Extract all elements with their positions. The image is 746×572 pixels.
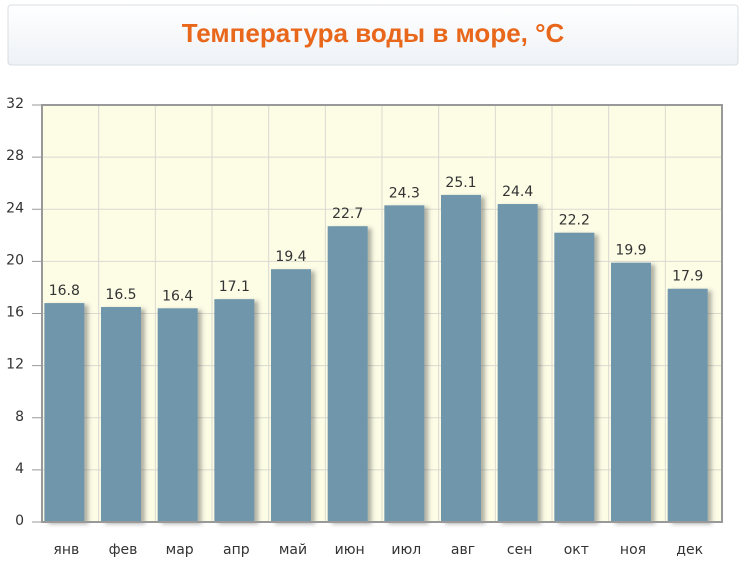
title-box	[7, 4, 739, 66]
x-tick-label: апр	[223, 542, 250, 558]
x-tick-label: дек	[676, 542, 703, 558]
y-tick-label: 16	[6, 305, 24, 321]
y-tick-label: 8	[15, 409, 24, 425]
x-tick-label: сен	[507, 542, 532, 558]
value-label: 16.5	[105, 287, 136, 303]
bar	[667, 288, 708, 522]
x-tick-label: июн	[335, 542, 365, 558]
bar	[101, 306, 141, 522]
bar	[611, 262, 651, 522]
bar	[497, 204, 538, 522]
y-tick-label: 0	[15, 513, 24, 529]
value-label: 16.8	[49, 283, 80, 299]
x-tick-label: янв	[53, 542, 79, 558]
x-tick-label: июл	[391, 542, 421, 558]
x-tick-label: мар	[166, 542, 194, 558]
x-tick-label: май	[279, 542, 307, 558]
x-tick-label: окт	[564, 542, 589, 558]
value-label: 16.4	[162, 288, 193, 304]
value-label: 24.3	[389, 185, 420, 201]
x-tick-label: авг	[451, 542, 475, 558]
value-label: 22.2	[559, 213, 590, 229]
bar	[214, 299, 255, 522]
y-tick-label: 32	[6, 96, 24, 112]
bar	[327, 226, 368, 523]
x-tick-label: фев	[109, 542, 138, 558]
bar	[441, 194, 481, 522]
x-tick-label: ноя	[620, 542, 646, 558]
y-tick-label: 24	[6, 200, 24, 216]
value-label: 17.9	[672, 269, 703, 285]
bar	[44, 303, 85, 522]
y-tick-label: 28	[6, 148, 24, 164]
bar	[554, 232, 595, 523]
value-label: 19.4	[275, 249, 306, 265]
value-label: 22.7	[332, 206, 363, 222]
plot-border	[41, 104, 723, 523]
value-label: 17.1	[219, 279, 250, 295]
y-tick-label: 4	[15, 461, 24, 477]
value-label: 25.1	[445, 175, 476, 191]
value-label: 24.4	[502, 184, 533, 200]
bar	[157, 308, 198, 522]
y-tick-label: 12	[6, 357, 24, 373]
bar	[271, 269, 311, 522]
bar	[384, 205, 425, 522]
value-label: 19.9	[615, 243, 646, 259]
chart-title: Температура воды в море, °C	[182, 18, 565, 48]
y-tick-label: 20	[6, 252, 24, 268]
